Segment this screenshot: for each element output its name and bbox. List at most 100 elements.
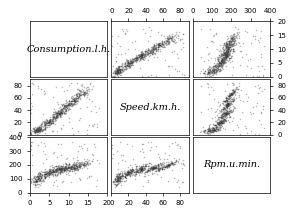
- Point: [222, 42, 227, 46]
- Point: [57, 168, 62, 171]
- Point: [130, 166, 134, 169]
- Point: [226, 54, 230, 57]
- Point: [219, 59, 224, 62]
- Point: [224, 112, 229, 115]
- Point: [67, 83, 72, 87]
- Point: [142, 54, 146, 57]
- Point: [34, 129, 39, 133]
- Point: [33, 183, 38, 186]
- Point: [91, 125, 96, 128]
- Point: [127, 65, 131, 68]
- Point: [244, 73, 248, 77]
- Point: [225, 43, 230, 46]
- Point: [212, 64, 217, 68]
- Point: [38, 172, 42, 176]
- Point: [32, 176, 37, 179]
- Point: [53, 116, 58, 119]
- Point: [37, 174, 42, 177]
- Point: [112, 69, 116, 72]
- Point: [132, 177, 137, 180]
- Point: [128, 167, 133, 170]
- Point: [50, 112, 55, 116]
- Point: [216, 128, 220, 131]
- Point: [56, 103, 61, 106]
- Point: [73, 97, 78, 100]
- Point: [34, 176, 39, 179]
- Point: [149, 166, 154, 169]
- Point: [147, 48, 152, 51]
- Point: [217, 104, 222, 108]
- Point: [210, 65, 215, 68]
- Point: [213, 59, 218, 62]
- Point: [144, 164, 148, 168]
- Point: [222, 101, 227, 104]
- Point: [115, 70, 119, 73]
- Point: [151, 166, 155, 170]
- Point: [219, 109, 224, 112]
- Point: [230, 92, 235, 95]
- Point: [39, 172, 44, 176]
- Point: [56, 116, 60, 119]
- Point: [228, 55, 233, 58]
- Point: [228, 116, 233, 119]
- Point: [237, 84, 242, 88]
- Point: [167, 41, 171, 44]
- Point: [226, 39, 230, 43]
- Point: [36, 128, 41, 132]
- Point: [218, 127, 222, 130]
- Point: [221, 45, 226, 48]
- Point: [113, 72, 118, 76]
- Point: [224, 55, 229, 58]
- Point: [205, 73, 210, 76]
- Point: [217, 109, 221, 112]
- Point: [134, 56, 139, 59]
- Point: [226, 95, 231, 98]
- Point: [58, 109, 63, 112]
- Point: [154, 43, 159, 46]
- Point: [135, 58, 140, 61]
- Point: [146, 51, 151, 54]
- Point: [67, 162, 72, 166]
- Point: [49, 169, 54, 172]
- Point: [209, 128, 214, 132]
- Point: [149, 167, 154, 170]
- Point: [61, 102, 66, 106]
- Point: [224, 53, 228, 57]
- Point: [51, 112, 56, 116]
- Point: [81, 91, 86, 95]
- Point: [58, 107, 63, 110]
- Point: [35, 180, 40, 183]
- Point: [72, 166, 76, 169]
- Point: [219, 113, 224, 116]
- Point: [145, 169, 149, 173]
- Point: [222, 99, 226, 102]
- Point: [43, 128, 48, 131]
- Point: [141, 28, 146, 31]
- Point: [208, 70, 213, 73]
- Point: [59, 111, 64, 115]
- Point: [38, 128, 43, 131]
- Point: [71, 100, 76, 103]
- Point: [152, 166, 156, 169]
- Point: [150, 51, 155, 54]
- Point: [210, 127, 214, 130]
- Point: [123, 65, 128, 68]
- Point: [125, 59, 130, 63]
- Point: [86, 92, 91, 95]
- Point: [36, 171, 41, 175]
- Point: [231, 38, 236, 41]
- Point: [139, 52, 144, 56]
- Point: [229, 94, 234, 97]
- Point: [224, 54, 229, 57]
- Point: [58, 168, 63, 171]
- Point: [118, 73, 123, 76]
- Point: [34, 179, 39, 183]
- Point: [126, 171, 130, 175]
- Point: [64, 172, 69, 175]
- Point: [219, 56, 224, 59]
- Point: [140, 167, 145, 171]
- Point: [48, 169, 53, 172]
- Point: [224, 47, 229, 50]
- Point: [132, 171, 136, 174]
- Point: [219, 65, 224, 69]
